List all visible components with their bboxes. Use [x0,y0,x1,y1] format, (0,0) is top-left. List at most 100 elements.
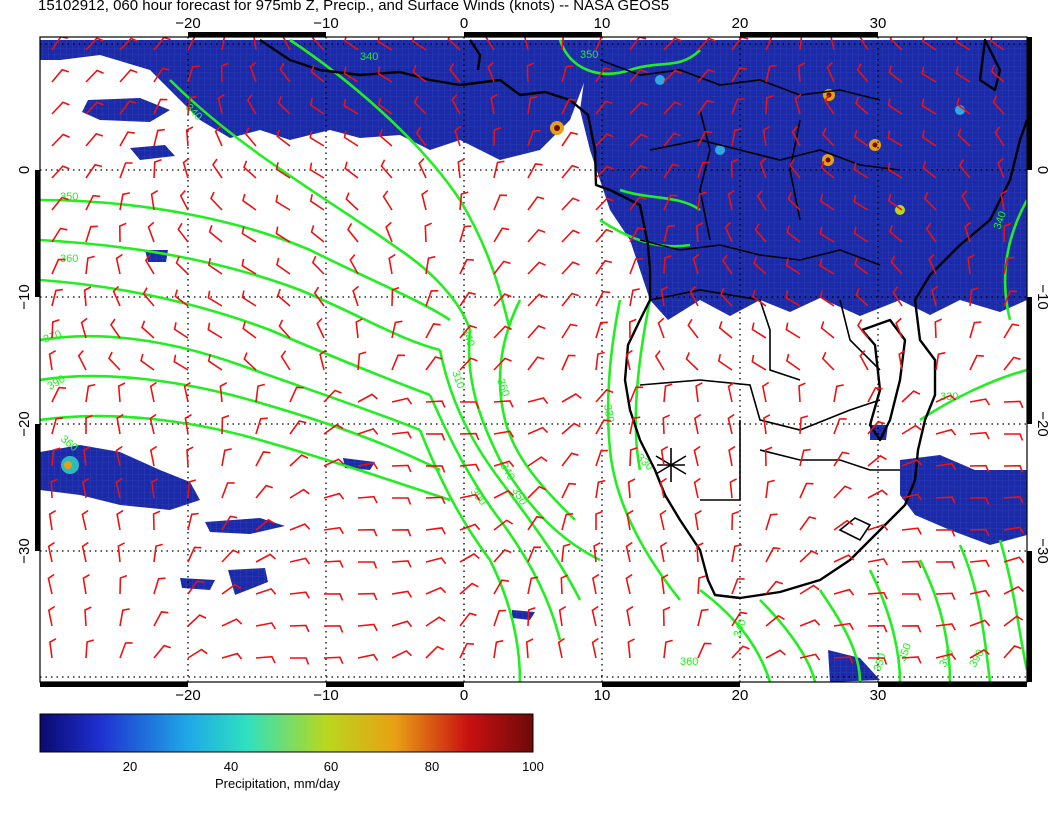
wind-barb [819,194,835,211]
wind-barb [799,584,820,595]
wind-barb [309,130,325,147]
wind-barb [493,260,511,275]
wind-barb [887,193,903,211]
wind-barb [255,553,276,563]
wind-barb [731,611,748,627]
wind-barb [275,194,291,211]
wind-barb [357,653,379,662]
wind-barb [961,190,971,211]
wind-barb [343,98,359,115]
wind-barb [751,354,767,371]
wind-barb [595,259,613,275]
wind-barb [687,318,699,339]
wind-barb [313,286,325,307]
wind-barb [697,642,712,659]
wind-barb [208,224,223,243]
wind-barb [357,427,379,435]
wind-barb [1003,356,1021,371]
wind-barb [969,354,984,371]
lon-label: 0 [460,15,468,32]
wind-barb [663,163,680,179]
wind-barb [51,447,61,467]
wind-barb [923,191,937,211]
wind-barb [289,591,310,599]
contour-label: 340 [360,51,378,63]
wind-barb [221,482,235,499]
wind-barb [921,130,937,147]
wind-barb [935,653,957,661]
wind-barb [459,582,479,595]
wind-barb [888,65,903,83]
wind-barb [425,356,443,371]
colorbar-tick: 80 [425,759,439,774]
wind-barb [175,256,189,275]
wind-barb [217,93,225,115]
wind-barb [853,226,869,243]
wind-barb [663,224,675,243]
wind-barb [857,319,869,339]
wind-barb [51,165,70,179]
wind-barb [753,256,767,275]
wind-barb [115,445,123,467]
wind-barb [309,194,325,211]
wind-barb [595,100,613,115]
wind-barb [323,458,345,467]
wind-barb [697,130,713,147]
wind-barb [484,37,495,51]
wind-barb [493,293,512,307]
wind-barb [765,64,777,83]
wind-barb [276,288,291,307]
wind-barb [221,583,242,595]
wind-barb [1003,400,1024,409]
wind-barb [867,558,889,566]
wind-barb [255,518,275,531]
wind-barb [380,159,393,179]
wind-barb [490,93,498,115]
wind-barb [727,381,735,403]
wind-barb [629,68,648,83]
wind-barb [629,133,648,147]
wind-barb [85,383,96,403]
wind-barb [663,37,682,51]
wind-barb [561,513,574,531]
wind-barb [493,430,515,438]
wind-barb [255,587,277,595]
wind-barb [820,160,835,179]
wind-barb [628,318,637,339]
wind-barb [255,451,271,467]
wind-barb [921,66,937,83]
wind-barb [415,126,427,147]
lat-label: −10 [1034,284,1051,309]
wind-barb [323,593,344,601]
wind-barb [992,95,1005,115]
wind-barb [153,98,168,115]
wind-barb [935,529,956,537]
wind-barb [457,158,465,179]
wind-barb [413,95,427,115]
wind-barb [890,255,903,275]
wind-barb [595,165,614,179]
wind-barb [49,638,57,659]
wind-barb [561,197,580,211]
wind-barb [527,546,542,563]
wind-barb [51,319,60,339]
contour-label: 360 [60,253,78,265]
colorbar-tick: 20 [123,759,137,774]
wind-barb [51,101,70,115]
wind-barb [183,381,191,403]
wind-barb [718,320,733,339]
wind-barb [921,37,937,51]
lon-label: 30 [870,15,887,32]
wind-barb [730,158,739,179]
wind-barb [173,354,189,371]
wind-barb [629,165,648,179]
wind-barb [561,98,576,115]
wind-barb [561,393,582,403]
wind-barb [119,100,137,115]
wind-barb [425,323,441,339]
wind-barb [276,129,291,147]
wind-barb [731,544,742,563]
wind-barb [255,484,274,499]
wind-barb [833,519,854,531]
wind-barb [833,485,852,499]
